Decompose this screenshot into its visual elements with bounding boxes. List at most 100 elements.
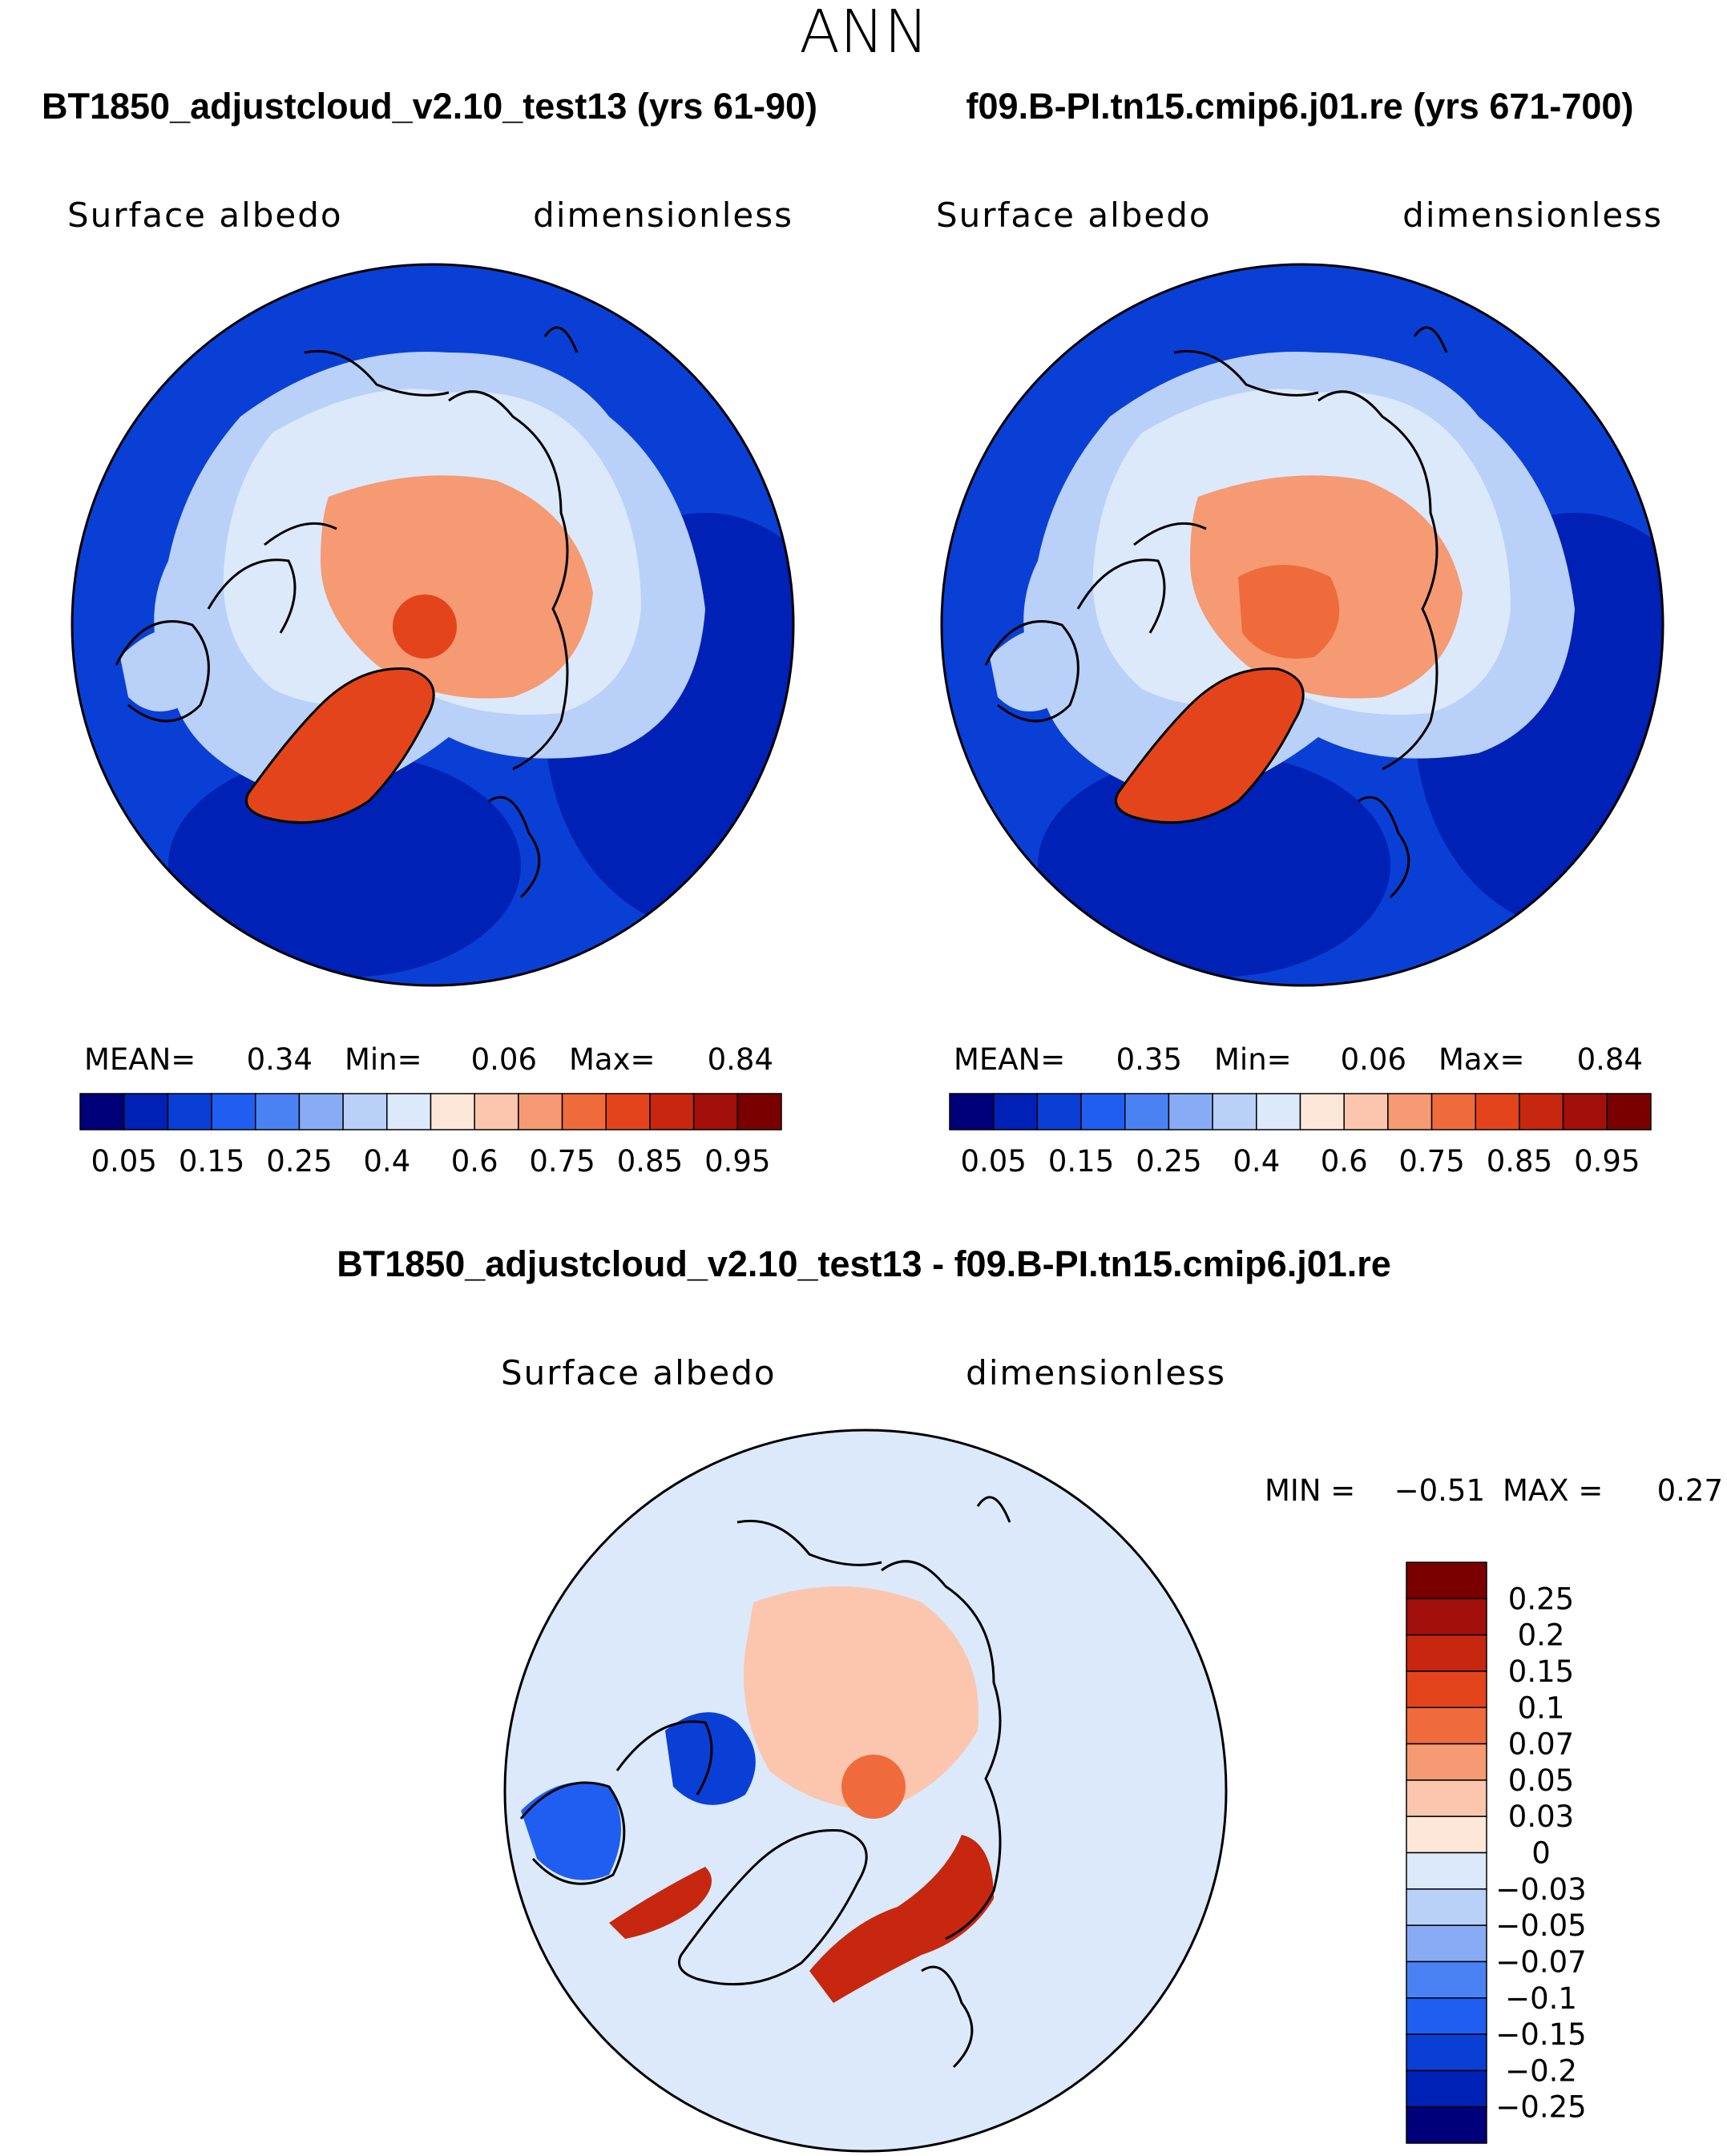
case2-colorbar-box-7	[1256, 1093, 1301, 1130]
diff-colorbar-label-10: −0.07	[1495, 1944, 1586, 1979]
case2-max-value: 0.84	[1577, 1042, 1643, 1077]
case2-colorbar-box-13	[1519, 1093, 1564, 1130]
case1-coast-alaska	[304, 326, 579, 397]
case2-colorbar-box-12	[1475, 1093, 1520, 1130]
diff-region-atlantic-band	[809, 1835, 994, 2003]
case1-colorbar-box-3	[211, 1093, 256, 1130]
case2-hudson-bay	[990, 628, 1068, 711]
diff-colorbar-box-10	[1406, 1924, 1487, 1963]
diff-colorbar-box-1	[1406, 1598, 1487, 1636]
case2-coast-greenland	[1115, 667, 1305, 824]
case1-colorbar-box-13	[649, 1093, 695, 1130]
case1-colorbar-box-12	[605, 1093, 651, 1130]
diff-colorbar-box-0	[1406, 1562, 1487, 1600]
diff-colorbar-box-4	[1406, 1707, 1487, 1745]
case2-colorbar-label-5: 0.75	[1398, 1144, 1464, 1179]
diff-colorbar-label-13: −0.2	[1505, 2053, 1577, 2088]
case2-colorbar-box-1	[992, 1093, 1039, 1130]
case1-region-arctic-ice	[321, 475, 593, 699]
diff-colorbar-label-3: 0.1	[1518, 1691, 1565, 1725]
diff-colorbar-box-7	[1406, 1815, 1487, 1854]
diff-colorbar-box-14	[1406, 2069, 1487, 2108]
diff-region-center	[841, 1755, 906, 1819]
diff-title: BT1850_adjustcloud_v2.10_test13 - f09.B-…	[337, 1243, 1391, 1284]
case2-colorbar-label-7: 0.95	[1574, 1144, 1640, 1179]
case2-title: f09.B-PI.tn15.cmip6.j01.re (yrs 671-700)	[966, 86, 1634, 127]
case1-min-label: Min=	[345, 1042, 422, 1077]
case1-max-value: 0.84	[708, 1042, 773, 1077]
diff-units-label: dimensionless	[966, 1353, 1226, 1392]
case2-colorbar-box-6	[1212, 1093, 1257, 1130]
case1-colorbar-label-3: 0.4	[363, 1144, 410, 1179]
diff-variable-label: Surface albedo	[501, 1353, 777, 1392]
case1-mean-value: 0.34	[247, 1042, 313, 1077]
case2-min-label: Min=	[1214, 1042, 1292, 1077]
diff-coastlines	[519, 1496, 1011, 2069]
case2-colorbar-box-10	[1387, 1093, 1433, 1130]
case2-coast-eurasia	[1317, 390, 1438, 899]
diff-coast-eurasia	[881, 1560, 1002, 2069]
case1-colorbar-box-4	[255, 1093, 301, 1130]
case2-coast-alaska	[1173, 326, 1448, 397]
case1-colorbar-box-11	[561, 1093, 607, 1130]
diff-colorbar-label-8: −0.03	[1495, 1872, 1586, 1907]
diff-region-hudson	[521, 1782, 621, 1880]
case2-colorbar-label-3: 0.4	[1233, 1144, 1280, 1179]
case1-map	[72, 264, 793, 985]
panel-case2: f09.B-PI.tn15.cmip6.j01.re (yrs 671-700)…	[936, 86, 1664, 1179]
case2-colorbar: 0.05 0.15 0.25 0.4 0.6 0.75 0.85 0.95	[949, 1093, 1652, 1179]
case2-colorbar-box-2	[1036, 1093, 1082, 1130]
diff-region-arctic-ice	[744, 1586, 979, 1811]
case2-colorbar-box-8	[1299, 1093, 1345, 1130]
diff-max-label: MAX =	[1503, 1473, 1603, 1508]
case2-max-label: Max=	[1438, 1042, 1525, 1077]
case2-coastlines	[984, 326, 1448, 899]
diff-min-value: −0.51	[1394, 1473, 1485, 1508]
case1-colorbar-box-2	[167, 1093, 212, 1130]
case1-colorbar-label-7: 0.95	[704, 1144, 770, 1179]
case2-map	[942, 264, 1663, 985]
case1-colorbar-box-7	[386, 1093, 432, 1130]
case1-colorbar-label-0: 0.05	[91, 1144, 156, 1179]
case1-title: BT1850_adjustcloud_v2.10_test13 (yrs 61-…	[42, 86, 817, 127]
case1-coast-canada	[115, 522, 337, 723]
case1-colorbar-label-2: 0.25	[266, 1144, 332, 1179]
diff-colorbar-box-2	[1406, 1634, 1487, 1672]
diff-map-border	[503, 1429, 1228, 2153]
case1-colorbar-label-6: 0.85	[617, 1144, 683, 1179]
case1-max-label: Max=	[569, 1042, 656, 1077]
diff-colorbar-box-13	[1406, 2033, 1487, 2072]
case1-colorbar-box-10	[518, 1093, 563, 1130]
diff-coast-alaska	[736, 1496, 1011, 1566]
case2-colorbar-box-9	[1343, 1093, 1389, 1130]
diff-colorbar-label-1: 0.2	[1518, 1618, 1565, 1653]
case1-colorbar-label-5: 0.75	[529, 1144, 595, 1179]
diff-colorbar-box-8	[1406, 1852, 1487, 1890]
diff-colorbar-box-11	[1406, 1961, 1487, 1999]
figure-title: ANN	[799, 0, 928, 66]
diff-min-label: MIN =	[1265, 1473, 1355, 1508]
diff-colorbar-box-15	[1406, 2106, 1487, 2144]
diff-coast-canada	[519, 1720, 713, 1885]
case1-region-ice-center	[393, 594, 457, 659]
case1-mean-label: MEAN=	[84, 1042, 196, 1077]
case2-colorbar-box-4	[1124, 1093, 1170, 1130]
diff-colorbar-box-6	[1406, 1779, 1487, 1817]
case1-variable-label: Surface albedo	[67, 195, 343, 235]
case1-hudson-bay	[120, 628, 199, 711]
case2-coast-canada	[984, 522, 1207, 723]
diff-coast-greenland	[678, 1829, 868, 1986]
diff-region-atlantic-band-2	[609, 1867, 712, 1939]
case2-mean-label: MEAN=	[954, 1042, 1065, 1077]
case2-colorbar-label-6: 0.85	[1487, 1144, 1552, 1179]
panel-difference: BT1850_adjustcloud_v2.10_test13 - f09.B-…	[337, 1243, 1723, 2153]
case2-colorbar-box-15	[1606, 1093, 1652, 1130]
diff-colorbar-box-5	[1406, 1743, 1487, 1781]
case1-region-greenland	[246, 668, 434, 823]
case2-map-border	[940, 263, 1664, 987]
panel-case1: BT1850_adjustcloud_v2.10_test13 (yrs 61-…	[42, 86, 817, 1179]
case2-colorbar-label-1: 0.15	[1048, 1144, 1114, 1179]
diff-colorbar-label-11: −0.1	[1505, 1981, 1577, 2016]
case2-units-label: dimensionless	[1402, 195, 1663, 235]
